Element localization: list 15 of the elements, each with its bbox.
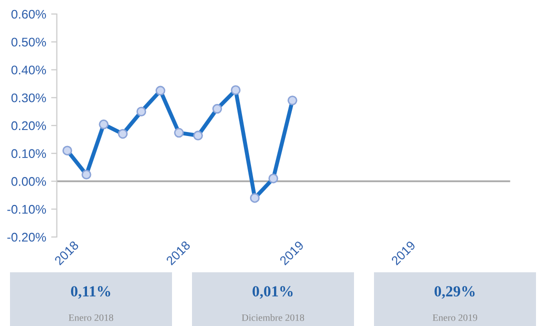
y-tick-label: 0.10% — [11, 149, 46, 158]
text: Enero 2018 — [68, 314, 114, 321]
text: 0,11% — [70, 286, 110, 299]
y-tick-label: 0.40% — [11, 66, 46, 74]
y-tick-label: 0.50% — [11, 38, 46, 47]
y-tick-label: 0.00% — [11, 177, 46, 186]
y-tick-label: -0.10% — [7, 204, 46, 214]
y-tick-label: -0.20% — [7, 232, 46, 242]
y-tick-label: 0.20% — [11, 121, 46, 130]
text: Enero 2019 — [432, 314, 478, 321]
text: 0,01% — [252, 286, 293, 299]
text: 0,29% — [434, 286, 475, 299]
y-tick-label: 0.30% — [11, 93, 46, 102]
y-tick-label: 0.60% — [11, 10, 46, 19]
text: Diciembre 2018 — [242, 314, 304, 321]
